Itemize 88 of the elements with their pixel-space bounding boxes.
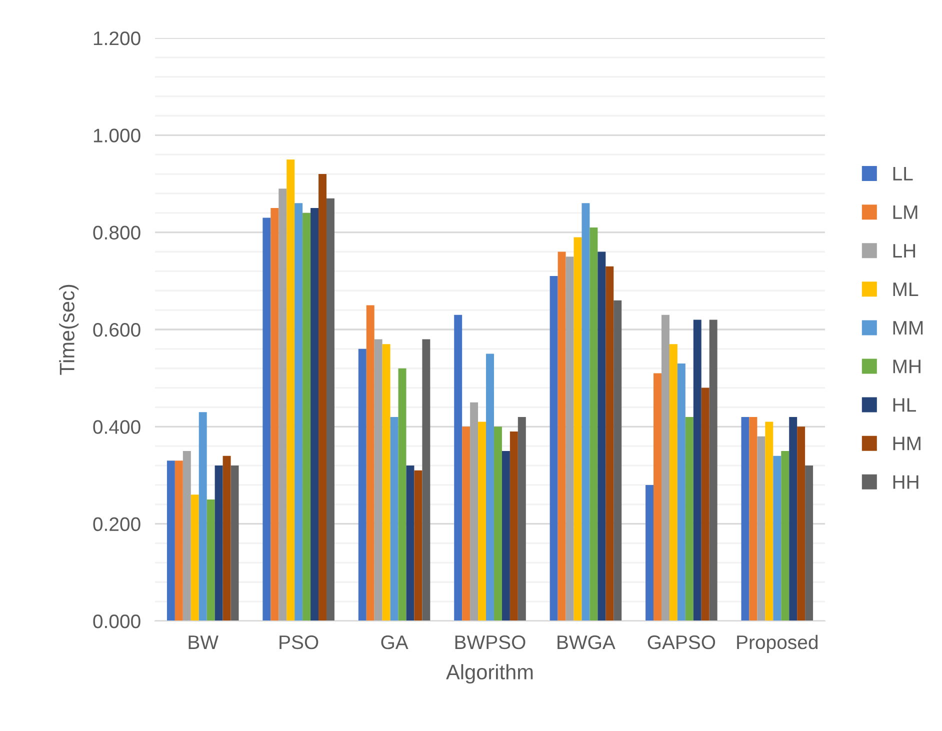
bar: [654, 373, 662, 621]
bar: [789, 416, 798, 621]
x-tick-label: GAPSO: [648, 635, 716, 650]
bar: [598, 252, 606, 621]
legend-label: MH: [893, 360, 920, 374]
bar: [398, 368, 406, 621]
bar: [454, 314, 462, 621]
bar: [310, 208, 319, 621]
bar: [182, 450, 191, 621]
bar: [757, 436, 766, 621]
bar: [318, 174, 326, 621]
bar: [270, 208, 279, 621]
legend-label: MM: [893, 321, 923, 335]
bar: [765, 422, 774, 621]
bar: [286, 159, 295, 621]
bar: [174, 460, 183, 621]
bar: [805, 466, 814, 621]
y-tick-label: 0.000: [93, 614, 140, 628]
y-tick-label: 0.600: [93, 322, 140, 337]
bar: [566, 256, 574, 621]
bar: [166, 460, 175, 621]
bar: [462, 426, 470, 621]
bar: [262, 218, 271, 621]
bar: [749, 416, 758, 621]
bar: [422, 339, 430, 621]
y-axis-title: Time(sec): [59, 284, 79, 375]
bar: [366, 305, 374, 621]
y-tick-label: 0.400: [93, 420, 140, 434]
bar: [693, 320, 702, 621]
bar: [198, 412, 207, 621]
bar: [358, 348, 366, 621]
bar: [302, 212, 311, 621]
bar: [206, 500, 215, 621]
x-tick-label: BW: [188, 636, 218, 649]
bar: [470, 402, 478, 621]
bar: [190, 494, 199, 621]
x-tick-label: GA: [381, 635, 408, 650]
legend-label: LH: [893, 244, 916, 258]
y-tick-label: 0.200: [93, 517, 140, 532]
bar: [494, 426, 502, 621]
legend-label: HH: [893, 475, 918, 489]
bar: [278, 188, 287, 621]
bar: [294, 203, 303, 621]
bar: [510, 432, 518, 621]
bar: [230, 466, 239, 621]
bar: [677, 364, 686, 621]
bar: [374, 339, 382, 621]
bar: [502, 450, 510, 621]
bar: [326, 198, 334, 621]
bar: [574, 237, 582, 621]
bar: [478, 422, 486, 621]
x-axis-title: Algorithm: [446, 664, 533, 684]
legend-label: LL: [893, 166, 913, 180]
bar: [781, 450, 790, 621]
y-tick-label: 1.000: [94, 128, 140, 142]
bar: [222, 456, 231, 621]
bar: [550, 276, 558, 621]
bar: [486, 354, 494, 621]
bar: [390, 416, 398, 621]
bar: [701, 388, 710, 621]
bar: [614, 300, 622, 621]
x-tick-label: BWGA: [558, 635, 616, 650]
y-tick-label: 0.800: [93, 226, 140, 240]
bar: [606, 266, 614, 621]
legend-label: HM: [893, 436, 920, 450]
legend-label: LM: [893, 206, 918, 219]
x-tick-label: Proposed: [737, 634, 818, 654]
bar: [773, 456, 782, 621]
bar: [406, 466, 414, 621]
bar: [590, 227, 598, 621]
bar: [558, 252, 566, 621]
bar: [685, 416, 694, 621]
x-tick-label: BWPSO: [455, 635, 526, 650]
bar: [797, 426, 806, 621]
bar: [518, 416, 526, 621]
bar: [661, 314, 670, 621]
legend-label: ML: [893, 282, 918, 296]
legend-label: HL: [893, 398, 916, 412]
bar: [741, 416, 750, 621]
y-tick-label: 1.200: [94, 31, 140, 46]
bar: [382, 344, 390, 621]
bar: [214, 466, 223, 621]
bar: [646, 484, 654, 621]
bar: [709, 320, 718, 621]
x-tick-label: PSO: [280, 635, 318, 650]
bar: [582, 203, 590, 621]
bar: [414, 470, 422, 621]
bar: [669, 344, 678, 621]
